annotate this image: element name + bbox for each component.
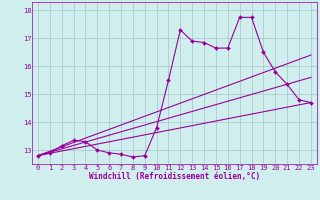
X-axis label: Windchill (Refroidissement éolien,°C): Windchill (Refroidissement éolien,°C) [89,172,260,181]
